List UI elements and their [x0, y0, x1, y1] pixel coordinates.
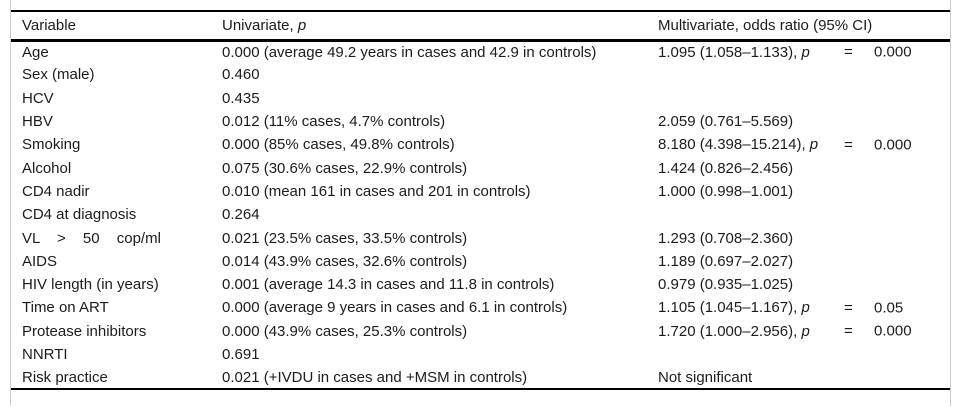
- table-row: Alcohol 0.075 (30.6% cases, 22.9% control…: [11, 156, 950, 179]
- p-symbol: p: [297, 16, 307, 34]
- table-row: HCV 0.435: [11, 87, 950, 110]
- variable-cell: Smoking: [22, 136, 81, 154]
- odds-ratio-text: Not significant: [658, 368, 753, 386]
- table-row: Sex (male) 0.460: [11, 63, 950, 86]
- p-value: 0.000: [874, 136, 912, 154]
- table-row: Risk practice 0.021 (+IVDU in cases and +…: [11, 366, 950, 389]
- variable-cell: Risk practice: [22, 368, 108, 386]
- p-value: 0.000: [874, 43, 912, 61]
- univariate-label: Univariate,: [222, 16, 298, 34]
- p-symbol: p: [809, 136, 819, 154]
- multivariate-cell: Not significant: [658, 366, 950, 389]
- multivariate-cell: 1.000 (0.998–1.001): [658, 180, 950, 203]
- univariate-cell: 0.460: [222, 66, 260, 84]
- p-symbol: p: [801, 322, 810, 340]
- table-row: Smoking 0.000 (85% cases, 49.8% controls)…: [11, 133, 950, 156]
- multivariate-cell: [658, 343, 950, 366]
- table-row: Age 0.000 (average 49.2 years in cases an…: [11, 40, 950, 63]
- variable-cell: Alcohol: [22, 159, 72, 177]
- table-row: Protease inhibitors 0.000 (43.9% cases, 2…: [11, 320, 950, 343]
- equals-sign: =: [844, 43, 853, 61]
- variable-cell: NNRTI: [22, 346, 68, 363]
- variable-cell: CD4 at diagnosis: [22, 206, 137, 224]
- variable-cell: HBV: [22, 113, 53, 131]
- variable-cell: VL > 50 cop/ml: [22, 229, 161, 247]
- table-row: CD4 nadir 0.010 (mean 161 in cases and 20…: [11, 180, 950, 203]
- equals-sign: =: [844, 322, 853, 340]
- odds-ratio-text: 0.979 (0.935–1.025): [658, 276, 794, 294]
- p-symbol: p: [801, 299, 810, 317]
- variable-cell: Sex (male): [22, 66, 95, 84]
- multivariate-cell: 8.180 (4.398–15.214), p = 0.000: [658, 133, 950, 156]
- col-header-variable: Variable: [11, 11, 222, 42]
- variable-cell: Protease inhibitors: [22, 322, 147, 340]
- odds-ratio-text: 1.095 (1.058–1.133),: [658, 43, 798, 61]
- col-header-multivariate: Multivariate, odds ratio (95% CI): [658, 11, 950, 42]
- p-value: 0.05: [874, 299, 904, 317]
- variable-cell: CD4 nadir: [22, 182, 90, 200]
- univariate-cell: 0.691: [222, 346, 260, 363]
- odds-ratio-text: 1.105 (1.045–1.167),: [658, 299, 798, 317]
- multivariate-cell: 1.105 (1.045–1.167), p = 0.05: [658, 296, 950, 319]
- variable-cell: Age: [22, 43, 49, 61]
- univariate-cell: 0.435: [222, 89, 260, 107]
- multivariate-cell: 1.293 (0.708–2.360): [658, 226, 950, 249]
- univariate-cell: 0.000 (average 9 years in cases and 6.1 …: [222, 299, 568, 317]
- univariate-cell: 0.000 (average 49.2 years in cases and 4…: [222, 43, 597, 61]
- table-row: NNRTI 0.691: [11, 343, 950, 366]
- table-row: Time on ART 0.000 (average 9 years in cas…: [11, 296, 950, 319]
- table-row: CD4 at diagnosis 0.264: [11, 203, 950, 226]
- odds-ratio-text: 1.189 (0.697–2.027): [658, 252, 794, 270]
- multivariate-cell: 0.979 (0.935–1.025): [658, 273, 950, 296]
- variable-cell: HCV: [22, 89, 54, 107]
- univariate-cell: 0.012 (11% cases, 4.7% controls): [222, 113, 446, 131]
- table-row: VL > 50 cop/ml 0.021 (23.5% cases, 33.5% …: [11, 226, 950, 249]
- odds-ratio-text: 1.424 (0.826–2.456): [658, 159, 794, 177]
- variable-cell: HIV length (in years): [22, 276, 159, 294]
- odds-ratio-text: 2.059 (0.761–5.569): [658, 113, 794, 131]
- univariate-cell: 0.000 (85% cases, 49.8% controls): [222, 136, 455, 154]
- multivariate-cell: [658, 87, 950, 110]
- equals-sign: =: [844, 299, 853, 317]
- univariate-cell: 0.021 (23.5% cases, 33.5% controls): [222, 229, 468, 247]
- univariate-cell: 0.264: [222, 206, 260, 224]
- univariate-cell: 0.075 (30.6% cases, 22.9% controls): [222, 159, 468, 177]
- table-row: HIV length (in years) 0.001 (average 14.3…: [11, 273, 950, 296]
- univariate-cell: 0.014 (43.9% cases, 32.6% controls): [222, 252, 468, 270]
- table-row: AIDS 0.014 (43.9% cases, 32.6% controls) 1…: [11, 250, 950, 273]
- multivariate-cell: 2.059 (0.761–5.569): [658, 110, 950, 133]
- odds-ratio-text: 1.293 (0.708–2.360): [658, 229, 794, 247]
- multivariate-cell: 1.095 (1.058–1.133), p = 0.000: [658, 40, 950, 63]
- univariate-cell: 0.010 (mean 161 in cases and 201 in cont…: [222, 182, 531, 200]
- multivariate-cell: 1.720 (1.000–2.956), p = 0.000: [658, 320, 950, 343]
- univariate-cell: 0.000 (43.9% cases, 25.3% controls): [222, 322, 468, 340]
- table-row: HBV 0.012 (11% cases, 4.7% controls) 2.059…: [11, 110, 950, 133]
- equals-sign: =: [844, 136, 853, 154]
- univariate-cell: 0.001 (average 14.3 in cases and 11.8 in…: [222, 276, 555, 294]
- odds-ratio-text: 8.180 (4.398–15.214),: [658, 136, 806, 154]
- variable-cell: Time on ART: [22, 299, 109, 317]
- col-header-univariate: Univariate, p: [222, 11, 658, 42]
- header-row: Variable Univariate, p Multivariate, odd…: [11, 11, 950, 42]
- p-value: 0.000: [874, 322, 912, 340]
- odds-ratio-text: 1.000 (0.998–1.001): [658, 182, 794, 200]
- multivariate-cell: 1.189 (0.697–2.027): [658, 250, 950, 273]
- multivariate-cell: [658, 63, 950, 86]
- odds-ratio-text: 1.720 (1.000–2.956),: [658, 322, 798, 340]
- multivariate-cell: [658, 203, 950, 226]
- results-table: Variable Univariate, p Multivariate, odd…: [11, 10, 950, 391]
- p-symbol: p: [801, 43, 810, 61]
- univariate-cell: 0.021 (+IVDU in cases and +MSM in contro…: [222, 368, 528, 386]
- table-body: Age 0.000 (average 49.2 years in cases an…: [11, 40, 950, 389]
- variable-cell: AIDS: [22, 252, 58, 270]
- multivariate-cell: 1.424 (0.826–2.456): [658, 156, 950, 179]
- table-frame: Variable Univariate, p Multivariate, odd…: [10, 0, 951, 406]
